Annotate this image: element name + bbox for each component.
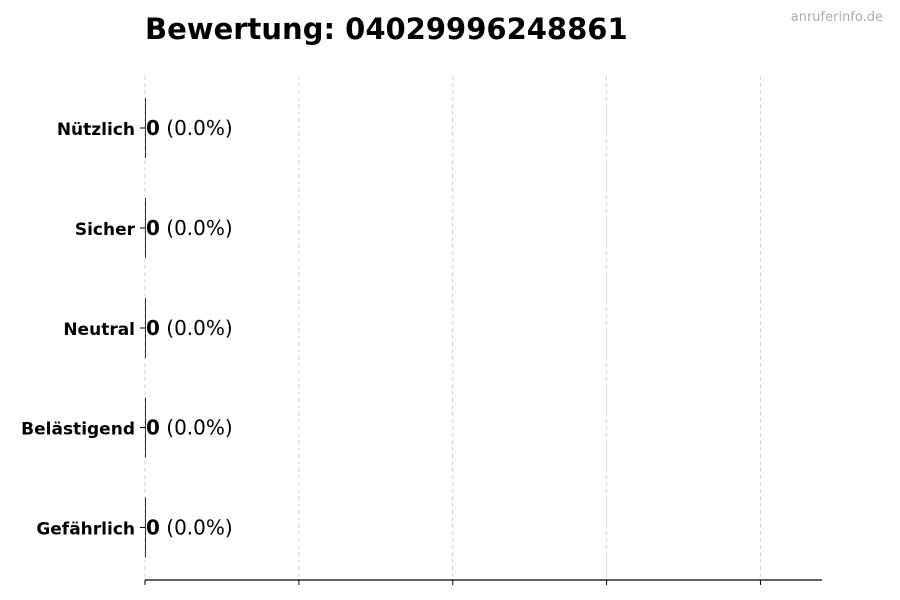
y-tick-label: Belästigend <box>21 420 135 440</box>
data-label-value: 0 <box>146 516 160 540</box>
data-label-value: 0 <box>146 416 160 440</box>
bar-2 <box>145 298 146 358</box>
data-label-percent: (0.0%) <box>160 116 233 140</box>
data-label-value: 0 <box>146 216 160 240</box>
data-label-value: 0 <box>146 316 160 340</box>
y-tick-label: Sicher <box>75 220 136 240</box>
data-label: 0 (0.0%) <box>146 516 233 540</box>
data-label-percent: (0.0%) <box>160 516 233 540</box>
data-label-percent: (0.0%) <box>160 216 233 240</box>
bar-0 <box>145 98 146 158</box>
data-label: 0 (0.0%) <box>146 316 233 340</box>
bar-1 <box>145 198 146 258</box>
bar-3 <box>145 397 146 458</box>
bar-4 <box>145 497 146 558</box>
data-label-value: 0 <box>146 116 160 140</box>
y-tick-label: Nützlich <box>57 120 135 140</box>
data-label: 0 (0.0%) <box>146 116 233 140</box>
data-label-percent: (0.0%) <box>160 316 233 340</box>
data-label: 0 (0.0%) <box>146 416 233 440</box>
y-tick-label: Gefährlich <box>36 520 135 540</box>
data-label: 0 (0.0%) <box>146 216 233 240</box>
y-tick-label: Neutral <box>63 320 135 340</box>
data-label-percent: (0.0%) <box>160 416 233 440</box>
chart-title: Bewertung: 04029996248861 <box>145 12 628 46</box>
watermark: anruferinfo.de <box>790 10 883 25</box>
